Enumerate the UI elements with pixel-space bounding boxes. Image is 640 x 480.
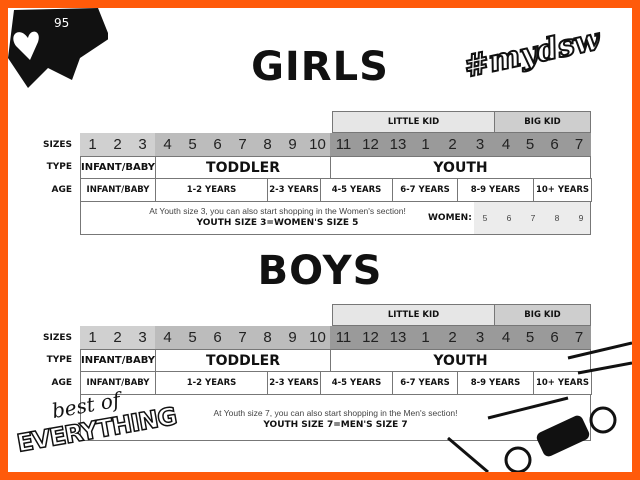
likes-badge: 95 bbox=[8, 8, 110, 88]
size-cell: 5 bbox=[525, 329, 535, 346]
boys-note: At Youth size 7, you can also start shop… bbox=[213, 408, 458, 418]
size-cell: 1 bbox=[421, 329, 430, 346]
women-label: WOMEN: bbox=[428, 213, 472, 223]
age-cell: 8-9 YEARS bbox=[457, 178, 534, 202]
note-box bbox=[80, 394, 591, 441]
size-cell: 1 bbox=[88, 329, 97, 346]
women-size-cell: 5 bbox=[482, 213, 488, 223]
size-cell: 12 bbox=[362, 136, 379, 153]
size-cell: 6 bbox=[550, 136, 559, 153]
size-cell: 3 bbox=[138, 329, 147, 346]
size-cell: 2 bbox=[448, 136, 457, 153]
type-youth: YOUTH bbox=[330, 156, 591, 179]
size-cell: 9 bbox=[288, 136, 297, 153]
women-size-cell: 9 bbox=[578, 213, 584, 223]
age-label: AGE bbox=[51, 378, 72, 388]
size-cell: 10 bbox=[309, 136, 326, 153]
age-cell: 2-3 YEARS bbox=[267, 371, 321, 395]
women-band bbox=[474, 202, 590, 234]
size-cell: 13 bbox=[389, 329, 407, 346]
boys-note-bold: YOUTH SIZE 7=MEN'S SIZE 7 bbox=[263, 420, 408, 430]
likes-count: 95 bbox=[54, 16, 70, 30]
age-cell: INFANT/BABY bbox=[80, 178, 156, 202]
type-infant: INFANT/BABY bbox=[80, 156, 156, 179]
girls-note: At Youth size 3, you can also start shop… bbox=[149, 206, 406, 216]
size-cell: 5 bbox=[188, 329, 197, 346]
size-cell: 7 bbox=[238, 136, 247, 153]
size-cell: 5 bbox=[188, 136, 197, 153]
infant-sizes-band bbox=[80, 326, 155, 349]
size-cell: 4 bbox=[163, 136, 172, 153]
heart-icon bbox=[13, 31, 39, 60]
size-cell: 7 bbox=[574, 136, 584, 153]
age-cell: 10+ YEARS bbox=[533, 178, 592, 202]
size-cell: 8 bbox=[263, 329, 272, 346]
badge-shape bbox=[8, 8, 110, 88]
age-cell: 4-5 YEARS bbox=[320, 371, 393, 395]
age-cell: 1-2 YEARS bbox=[155, 371, 268, 395]
sizes-label: SIZES bbox=[43, 333, 72, 343]
girls-note-bold: YOUTH SIZE 3=WOMEN'S SIZE 5 bbox=[196, 218, 359, 228]
little-kid-header: LITTLE KID bbox=[332, 304, 495, 326]
size-cell: 1 bbox=[88, 136, 97, 153]
type-label: TYPE bbox=[46, 355, 72, 365]
women-size-cell: 6 bbox=[506, 213, 512, 223]
cassette-illustration bbox=[447, 341, 632, 472]
youth-sizes-band bbox=[330, 326, 591, 349]
size-cell: 11 bbox=[335, 136, 352, 153]
age-cell: 1-2 YEARS bbox=[155, 178, 268, 202]
size-cell: 4 bbox=[501, 329, 511, 346]
age-cell: 6-7 YEARS bbox=[392, 178, 458, 202]
size-cell: 10 bbox=[309, 329, 326, 346]
age-cell: 4-5 YEARS bbox=[320, 178, 393, 202]
type-label: TYPE bbox=[46, 162, 72, 172]
size-cell: 3 bbox=[138, 136, 147, 153]
size-cell: 9 bbox=[288, 329, 297, 346]
type-toddler: TODDLER bbox=[155, 349, 331, 372]
toddler-sizes-band bbox=[155, 133, 330, 156]
size-cell: 3 bbox=[475, 136, 485, 153]
toddler-sizes-band bbox=[155, 326, 330, 349]
size-cell: 13 bbox=[389, 136, 407, 153]
women-size-cell: 7 bbox=[530, 213, 536, 223]
infant-sizes-band bbox=[80, 133, 155, 156]
size-cell: 5 bbox=[525, 136, 535, 153]
size-cell: 2 bbox=[113, 329, 122, 346]
sizes-label: SIZES bbox=[43, 140, 72, 150]
size-cell: 1 bbox=[421, 136, 430, 153]
big-kid-header: BIG KID bbox=[494, 111, 591, 133]
women-size-cell: 8 bbox=[554, 213, 560, 223]
age-label: AGE bbox=[51, 185, 72, 195]
big-kid-header: BIG KID bbox=[494, 304, 591, 326]
size-cell: 4 bbox=[163, 329, 172, 346]
size-cell: 7 bbox=[238, 329, 247, 346]
size-cell: 8 bbox=[263, 136, 272, 153]
little-kid-header: LITTLE KID bbox=[332, 111, 495, 133]
girls-title: GIRLS bbox=[251, 44, 389, 90]
size-cell: 12 bbox=[362, 329, 379, 346]
size-chart: 95 #mydsw GIRLS LITTLE KID BIG KID SIZES TY… bbox=[8, 8, 632, 472]
size-cell: 2 bbox=[113, 136, 122, 153]
size-cell: 6 bbox=[213, 329, 222, 346]
size-cell: 11 bbox=[335, 329, 352, 346]
best-of-everything-logo: best of EVERYTHING bbox=[14, 387, 179, 459]
size-cell: 6 bbox=[213, 136, 222, 153]
type-infant: INFANT/BABY bbox=[80, 349, 156, 372]
type-toddler: TODDLER bbox=[155, 156, 331, 179]
age-cell: 2-3 YEARS bbox=[267, 178, 321, 202]
youth-sizes-band bbox=[330, 133, 591, 156]
size-cell: 4 bbox=[501, 136, 511, 153]
size-cell: 2 bbox=[448, 329, 457, 346]
boys-title: BOYS bbox=[257, 248, 383, 294]
size-cell: 7 bbox=[574, 329, 584, 346]
size-cell: 3 bbox=[475, 329, 485, 346]
size-cell: 6 bbox=[550, 329, 559, 346]
